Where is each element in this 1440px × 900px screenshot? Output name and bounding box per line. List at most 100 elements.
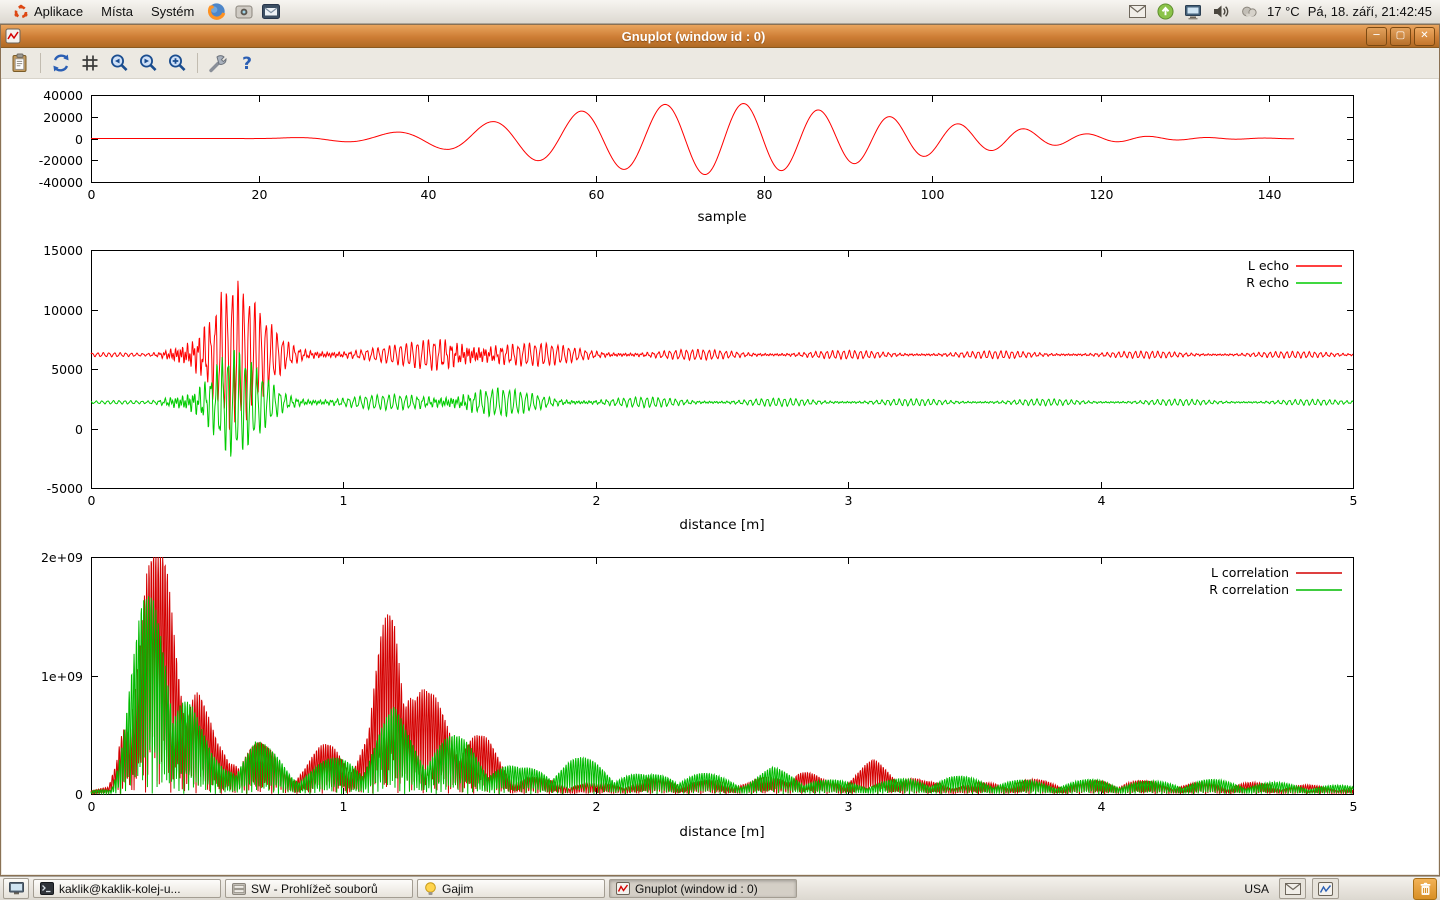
- menu-system[interactable]: Systém: [142, 0, 203, 24]
- trash-icon[interactable]: [1413, 877, 1437, 900]
- x-tick-label: 2: [593, 493, 601, 508]
- mail-tray-icon: [1284, 882, 1301, 895]
- series-line: [90, 280, 1354, 431]
- taskbar-button-label: kaklik@kaklik-kolej-u...: [59, 881, 181, 896]
- chart-tray-icon: [1318, 881, 1333, 896]
- zoom-next-icon: [140, 54, 157, 72]
- gnuplot-window-icon: [5, 28, 21, 44]
- menu-applications-label: Aplikace: [34, 4, 84, 19]
- firefox-launcher[interactable]: [204, 1, 229, 23]
- taskbar-button-gajim[interactable]: Gajim: [417, 879, 605, 898]
- x-tick-label: 5: [1350, 799, 1358, 814]
- taskbar-button-terminal[interactable]: kaklik@kaklik-kolej-u...: [33, 879, 221, 898]
- y-tick-label: 5000: [51, 362, 83, 377]
- wrench-icon: [209, 55, 227, 73]
- replot-refresh-icon: [53, 54, 69, 72]
- toggle-grid-button[interactable]: [77, 50, 103, 76]
- x-tick-label: 4: [1098, 493, 1106, 508]
- x-tick-label: 5: [1350, 493, 1358, 508]
- taskbar-button-gnuplot[interactable]: Gnuplot (window id : 0): [609, 879, 797, 898]
- x-axis-label: distance [m]: [679, 824, 764, 840]
- mail-launcher[interactable]: [258, 1, 283, 23]
- zoom-previous-button[interactable]: [106, 50, 132, 76]
- plot-canvas[interactable]: 0 20 40 60 80 100 120 140 -40000 -20000 0 20000 4000…: [2, 79, 1438, 874]
- x-tick-label: 0: [88, 799, 96, 814]
- temperature-indicator[interactable]: 17 °C: [1267, 4, 1300, 19]
- terminal-icon: [40, 882, 54, 895]
- mail-client-icon: [261, 4, 280, 19]
- y-tick-label: -40000: [39, 175, 83, 190]
- keyboard-layout-indicator[interactable]: USA: [1244, 881, 1269, 896]
- show-desktop-button[interactable]: [3, 878, 29, 899]
- close-button[interactable]: ✕: [1414, 26, 1435, 46]
- gnuplot-plots[interactable]: 0 20 40 60 80 100 120 140-40000-200000200004000…: [2, 79, 1438, 874]
- plot-border: [91, 557, 1354, 795]
- replot-button[interactable]: [48, 50, 74, 76]
- svg-text:?: ?: [242, 54, 252, 74]
- x-tick-label: 4: [1098, 799, 1106, 814]
- mail-notification-icon[interactable]: [1127, 2, 1147, 22]
- panel-tray: 17 °C Pá, 18. září, 21:42:45: [1127, 2, 1436, 22]
- x-tick-label: 1: [340, 799, 348, 814]
- taskbar-gap: [1345, 888, 1407, 889]
- y-tick-label: -5000: [47, 481, 83, 496]
- x-axis-label: distance [m]: [679, 517, 764, 533]
- y-tick-label: 0: [75, 132, 83, 147]
- update-notifier-icon[interactable]: [1155, 2, 1175, 22]
- clock[interactable]: Pá, 18. září, 21:42:45: [1307, 4, 1432, 19]
- menu-places-label: Místa: [101, 4, 133, 19]
- y-tick-label: 0: [75, 422, 83, 437]
- minimize-button[interactable]: ─: [1366, 26, 1387, 46]
- y-tick-label: 20000: [43, 110, 83, 125]
- window-titlebar[interactable]: Gnuplot (window id : 0) ─ ▢ ✕: [1, 25, 1439, 48]
- bottom-taskbar: kaklik@kaklik-kolej-u... SW - Prohlížeč …: [0, 876, 1440, 900]
- window-title: Gnuplot (window id : 0): [621, 28, 766, 44]
- toolbar-separator: [40, 53, 41, 73]
- network-computer-icon[interactable]: [1183, 2, 1203, 22]
- top-panel: Aplikace Místa Systém: [0, 0, 1440, 24]
- y-tick-label: 1e+09: [41, 669, 83, 684]
- help-icon: ?: [242, 54, 252, 74]
- weather-icon: [1239, 2, 1259, 22]
- menu-places[interactable]: Místa: [92, 0, 142, 24]
- y-tick-label: 0: [75, 787, 83, 802]
- x-tick-label: 3: [845, 799, 853, 814]
- copy-to-clipboard-button[interactable]: [7, 50, 33, 76]
- series-line: [90, 349, 1354, 457]
- x-tick-label: 0: [88, 493, 96, 508]
- legend-label: L correlation: [1211, 565, 1289, 580]
- x-tick-label: 120: [1090, 187, 1114, 202]
- menu-system-label: Systém: [150, 4, 195, 19]
- gnuplot-tray-button[interactable]: [1312, 878, 1339, 899]
- gnuplot-taskbar-icon: [616, 882, 630, 895]
- x-tick-label: 80: [757, 187, 773, 202]
- series-line: [90, 596, 1354, 796]
- gajim-bulb-icon: [425, 881, 436, 895]
- mail-tray-button[interactable]: [1279, 878, 1306, 899]
- volume-icon[interactable]: [1211, 2, 1231, 22]
- taskbar-button-label: Gajim: [442, 881, 474, 896]
- firefox-icon: [208, 3, 226, 20]
- series-line: [91, 103, 1295, 176]
- y-tick-label: 40000: [43, 88, 83, 103]
- help-button[interactable]: ?: [234, 50, 260, 76]
- grid-icon: [82, 55, 98, 71]
- gnuplot-window: Gnuplot (window id : 0) ─ ▢ ✕: [0, 24, 1440, 876]
- zoom-next-button[interactable]: [135, 50, 161, 76]
- x-tick-label: 40: [421, 187, 437, 202]
- maximize-button[interactable]: ▢: [1390, 26, 1411, 46]
- x-tick-label: 60: [589, 187, 605, 202]
- series-line: [90, 556, 1354, 796]
- options-button[interactable]: [205, 50, 231, 76]
- plot-border: [91, 250, 1354, 489]
- screenshot-launcher[interactable]: [231, 1, 256, 23]
- taskbar-button-file-manager[interactable]: SW - Prohlížeč souborů: [225, 879, 413, 898]
- ubuntu-logo-icon: [14, 4, 28, 18]
- legend-label: R correlation: [1209, 582, 1289, 597]
- autoscale-zoom-icon: [169, 54, 186, 72]
- autoscale-button[interactable]: [164, 50, 190, 76]
- show-desktop-icon: [8, 882, 24, 895]
- menu-applications[interactable]: Aplikace: [4, 0, 92, 24]
- y-tick-label: -20000: [39, 153, 83, 168]
- zoom-previous-icon: [111, 54, 128, 72]
